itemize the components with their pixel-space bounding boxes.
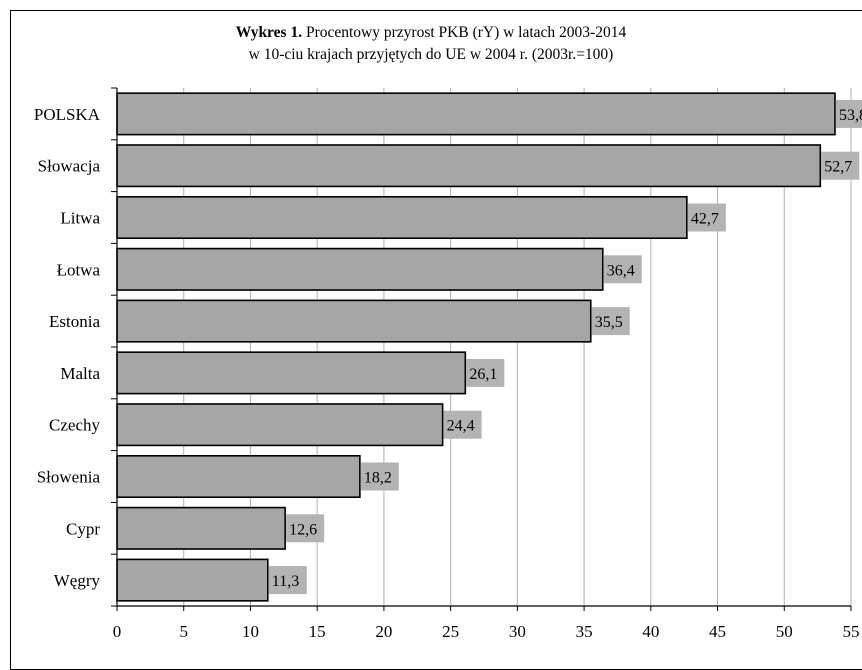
x-tick-label: 55 bbox=[843, 622, 860, 641]
chart-title: Wykres 1. Procentowy przyrost PKB (rY) w… bbox=[0, 22, 862, 66]
data-label-bg bbox=[821, 151, 860, 180]
data-label-bg bbox=[603, 255, 642, 284]
x-tick-label: 20 bbox=[375, 622, 392, 641]
category-label: Węgry bbox=[54, 571, 101, 590]
data-label-bg bbox=[286, 514, 325, 543]
data-label: 11,3 bbox=[272, 573, 299, 590]
category-label: Litwa bbox=[60, 209, 100, 228]
bar-łotwa bbox=[116, 247, 604, 291]
data-label-bg bbox=[591, 307, 630, 336]
x-tick-label: 45 bbox=[709, 622, 726, 641]
data-label-bg bbox=[360, 462, 399, 491]
chart-title-line: Wykres 1. Procentowy przyrost PKB (rY) w… bbox=[0, 22, 862, 44]
data-label: 36,4 bbox=[607, 262, 635, 279]
data-label: 24,4 bbox=[447, 418, 475, 435]
bar-węgry bbox=[116, 558, 269, 602]
data-label: 12,6 bbox=[289, 521, 317, 538]
category-label: Cypr bbox=[66, 519, 100, 538]
labels: 53,8 POLSKA 52,7 Słowacja 42,7 Litwa 36,4 Łotwa… bbox=[34, 99, 862, 595]
x-tick-label: 5 bbox=[179, 622, 188, 641]
x-tick-label: 30 bbox=[509, 622, 526, 641]
bars bbox=[116, 92, 836, 602]
data-label: 53,8 bbox=[839, 107, 862, 124]
x-tick-label: 0 bbox=[113, 622, 122, 641]
category-label: Malta bbox=[60, 364, 100, 383]
x-tick-label: 15 bbox=[309, 622, 326, 641]
category-label: Łotwa bbox=[57, 260, 101, 279]
data-label-bg bbox=[443, 410, 482, 439]
bar-słowacja bbox=[116, 144, 822, 188]
category-label: Słowenia bbox=[37, 468, 101, 487]
data-label: 52,7 bbox=[824, 159, 852, 176]
bar-polska bbox=[116, 92, 836, 136]
data-label: 35,5 bbox=[595, 314, 623, 331]
bar-malta bbox=[116, 351, 467, 395]
data-label-bg bbox=[835, 99, 862, 128]
axes: 0 5 10 15 20 25 30 35 40 45 50 55 bbox=[111, 87, 860, 641]
data-label-bg bbox=[466, 358, 505, 387]
category-label: Czechy bbox=[49, 416, 100, 435]
category-label: POLSKA bbox=[34, 105, 101, 124]
bar-słowenia bbox=[116, 454, 361, 499]
category-label: Słowacja bbox=[38, 157, 101, 176]
chart-subtitle: w 10-ciu krajach przyjętych do UE w 2004… bbox=[248, 46, 614, 63]
data-label-bg bbox=[687, 203, 726, 232]
bar-litwa bbox=[116, 195, 688, 240]
chart-title-prefix: Wykres 1. bbox=[235, 24, 303, 41]
data-label: 26,1 bbox=[469, 366, 497, 383]
x-tick-label: 35 bbox=[576, 622, 593, 641]
x-tick-label: 10 bbox=[242, 622, 259, 641]
data-label-bg bbox=[268, 566, 307, 595]
bar-cypr bbox=[116, 506, 286, 550]
bar-estonia bbox=[116, 299, 592, 343]
category-label: Estonia bbox=[49, 312, 100, 331]
x-tick-label: 40 bbox=[642, 622, 659, 641]
bar-czechy bbox=[116, 403, 444, 447]
chart-title-text: Procentowy przyrost PKB (rY) w latach 20… bbox=[305, 24, 627, 41]
data-label: 42,7 bbox=[691, 211, 719, 228]
x-tick-label: 25 bbox=[442, 622, 459, 641]
x-tick-label: 50 bbox=[776, 622, 793, 641]
data-label: 18,2 bbox=[364, 470, 392, 487]
